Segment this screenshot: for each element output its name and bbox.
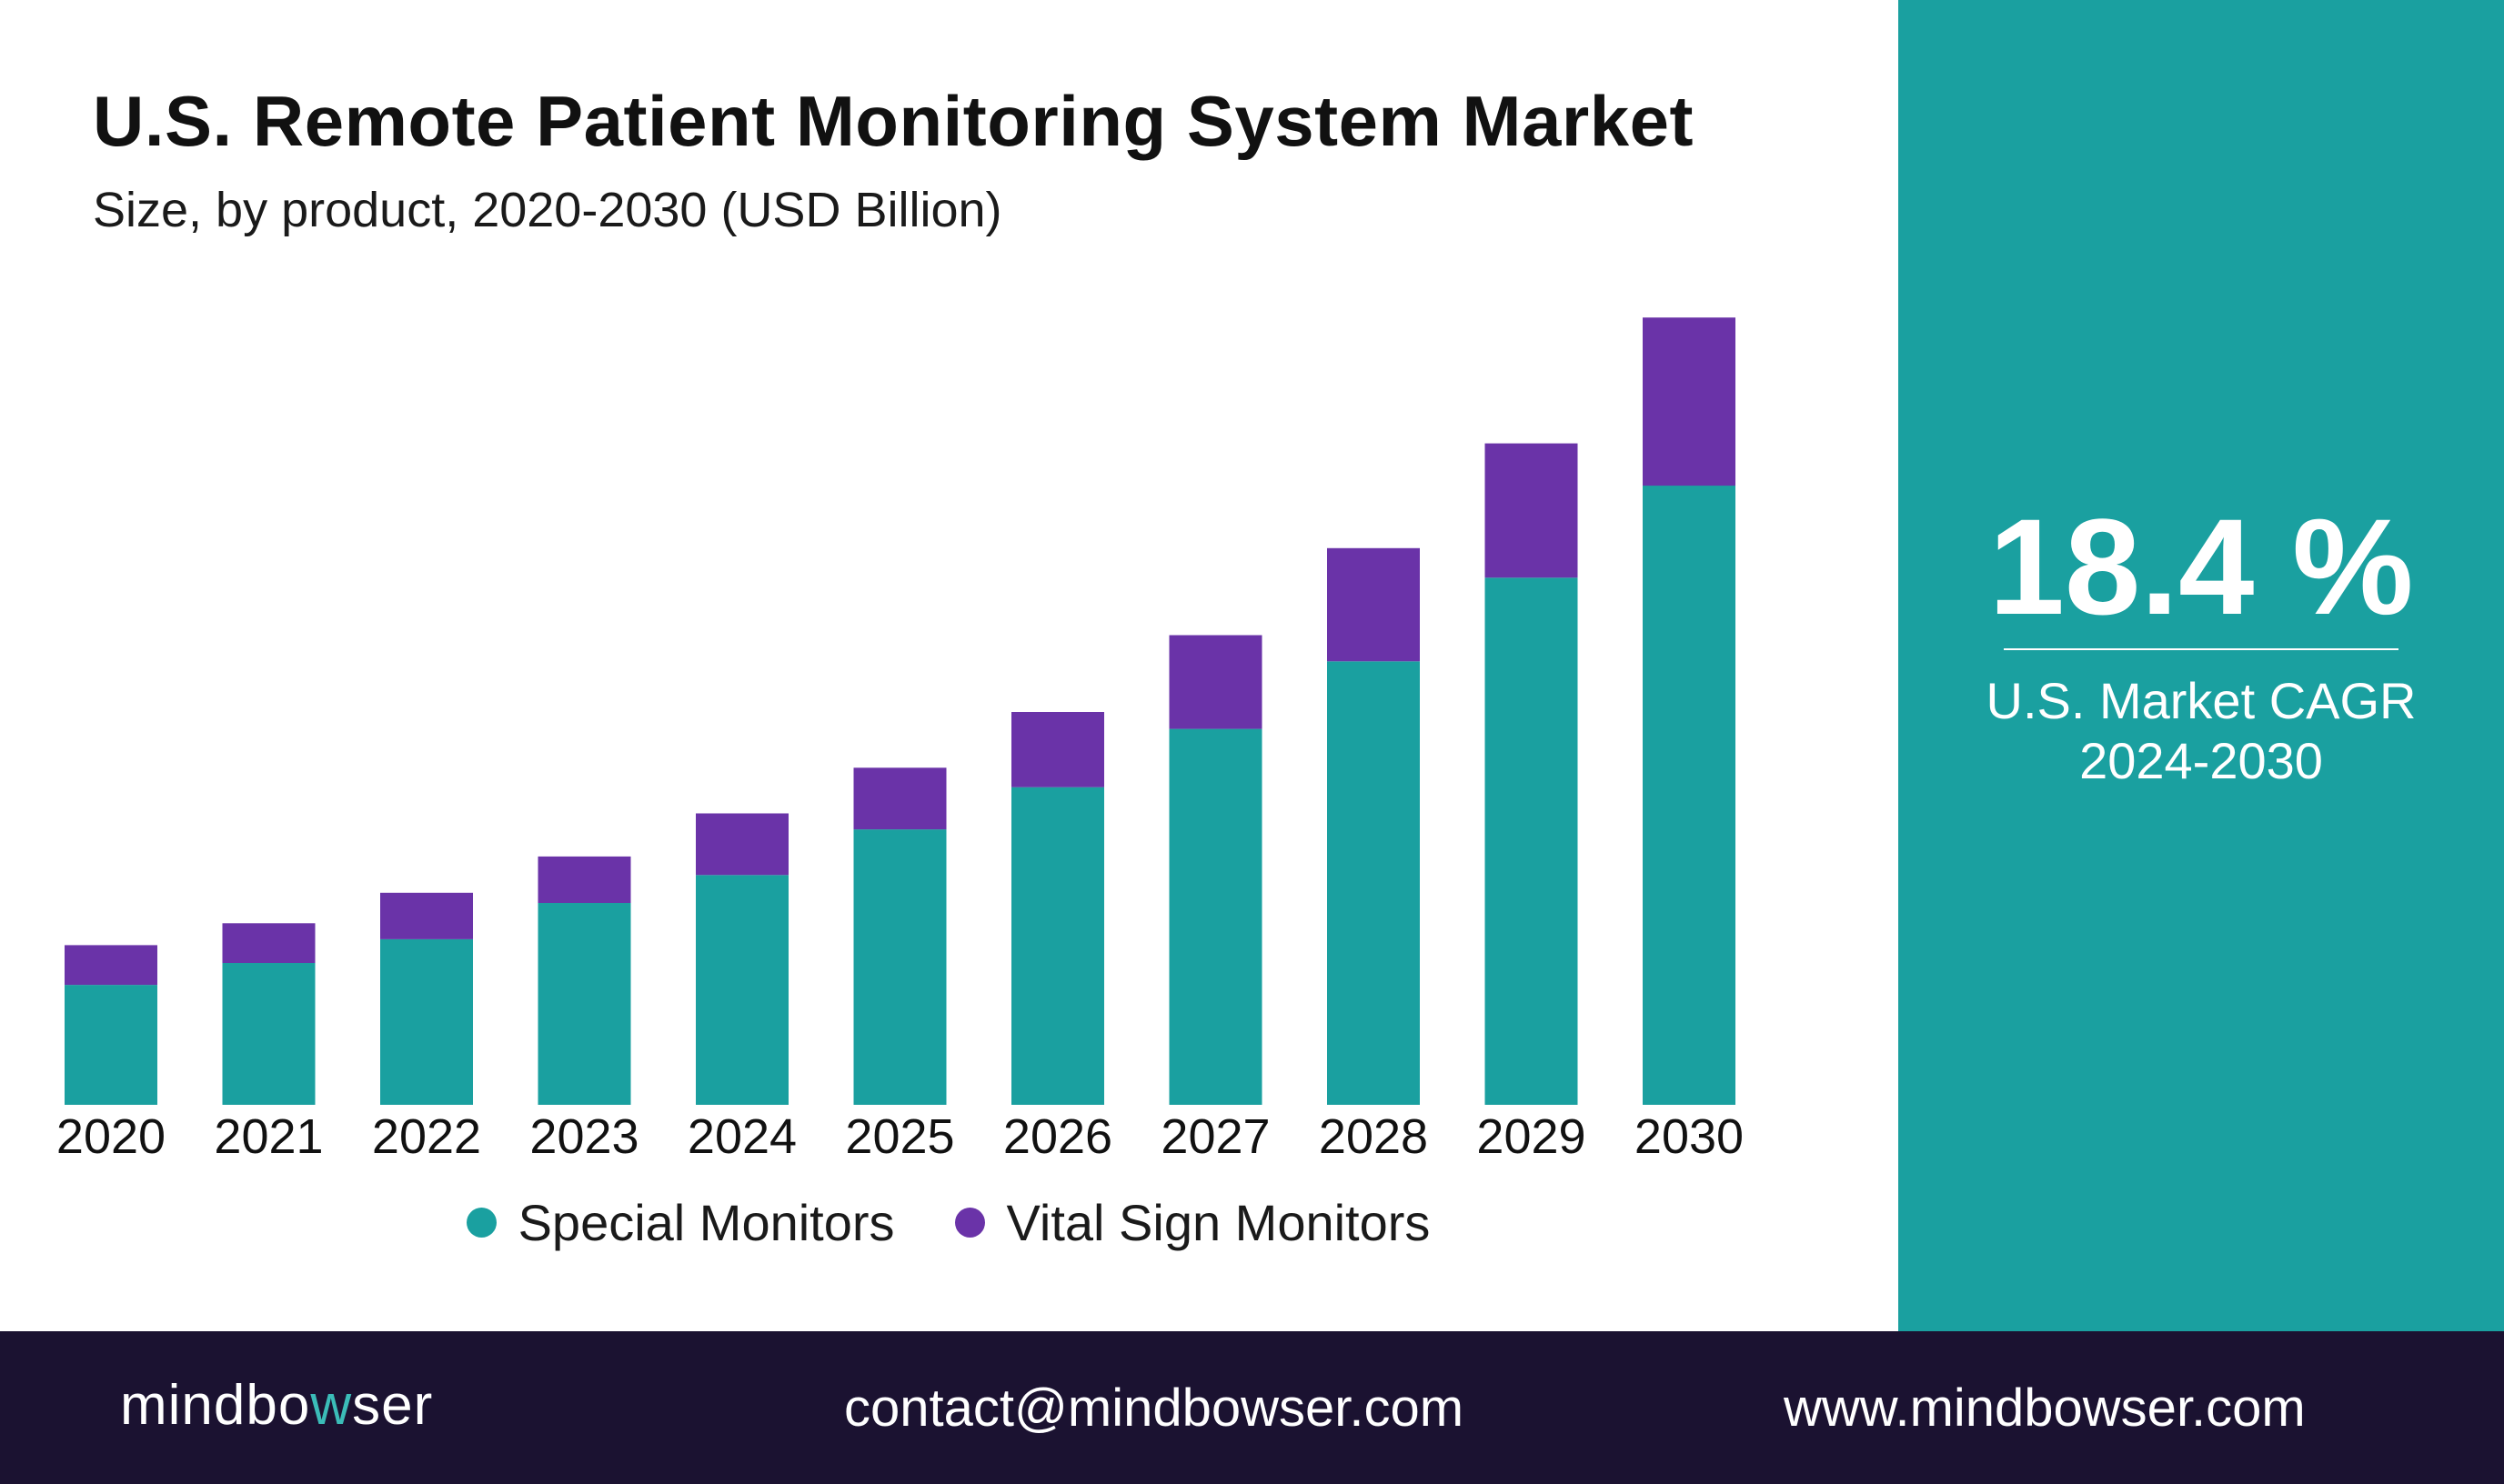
cagr-value: 18.4 %: [1988, 490, 2414, 643]
chart-subtitle: Size, by product, 2020-2030 (USD Billion…: [93, 183, 1002, 237]
website-link[interactable]: www.mindbowser.com: [1784, 1379, 2306, 1438]
bar-2025-special-monitors: [853, 829, 947, 1105]
bar-2021-special-monitors: [222, 962, 316, 1105]
bar-2028-vital-sign-monitors: [1327, 547, 1420, 662]
bar-2029-special-monitors: [1484, 577, 1578, 1105]
mindbowser-logo[interactable]: mindbowser: [120, 1373, 433, 1438]
x-tick-label: 2026: [1003, 1109, 1112, 1164]
cagr-label-line2: 2024-2030: [2079, 732, 2323, 789]
logo-text-accent: w: [310, 1374, 353, 1437]
bar-2026-special-monitors: [1011, 787, 1104, 1105]
x-tick-label: 2021: [214, 1109, 323, 1164]
bar-chart: 2020 2021 2022 2023 2024 2025 2026 2027 2028 2029…: [56, 317, 1744, 1164]
legend-item-vital-sign-monitors: Vital Sign Monitors: [954, 1193, 1431, 1252]
x-tick-label: 2025: [845, 1109, 954, 1164]
contact-email-link[interactable]: contact@mindbowser.com: [844, 1379, 1464, 1438]
x-tick-label: 2030: [1634, 1109, 1744, 1164]
cagr-label-line1: U.S. Market CAGR: [1986, 672, 2417, 729]
bar-2023-vital-sign-monitors: [538, 856, 631, 903]
x-tick-label: 2022: [372, 1109, 481, 1164]
bar-2020-vital-sign-monitors: [65, 945, 157, 986]
bar-2023-special-monitors: [538, 903, 631, 1105]
bar-2027-special-monitors: [1169, 728, 1262, 1105]
footer-bar: [0, 1331, 2504, 1484]
cagr-label: U.S. Market CAGR 2024-2030: [1898, 671, 2504, 791]
bar-2022-special-monitors: [380, 938, 473, 1105]
bar-2030-vital-sign-monitors: [1643, 317, 1735, 486]
bar-2030-special-monitors: [1643, 486, 1735, 1105]
x-tick-label: 2029: [1476, 1109, 1585, 1164]
chart-legend: Special Monitors Vital Sign Monitors: [0, 1193, 1896, 1252]
bar-2025-vital-sign-monitors: [853, 767, 947, 830]
logo-text-part1: mindbo: [120, 1374, 311, 1437]
bar-2026-vital-sign-monitors: [1011, 712, 1104, 787]
bar-2027-vital-sign-monitors: [1169, 635, 1262, 729]
x-tick-label: 2020: [56, 1109, 166, 1164]
x-tick-label: 2027: [1161, 1109, 1270, 1164]
bar-2022-vital-sign-monitors: [380, 892, 473, 939]
bar-2024-special-monitors: [696, 875, 789, 1105]
bar-2020-special-monitors: [65, 985, 157, 1105]
legend-label: Special Monitors: [518, 1194, 895, 1251]
cagr-divider: [2004, 648, 2398, 650]
x-tick-label: 2028: [1319, 1109, 1428, 1164]
legend-dot-icon: [954, 1208, 985, 1238]
bar-2024-vital-sign-monitors: [696, 813, 789, 876]
bar-2021-vital-sign-monitors: [222, 923, 316, 963]
legend-dot-icon: [466, 1208, 497, 1238]
bar-2028-special-monitors: [1327, 661, 1420, 1105]
x-tick-label: 2024: [688, 1109, 797, 1164]
cagr-panel: 18.4 % U.S. Market CAGR 2024-2030: [1898, 0, 2504, 1331]
logo-text-part2: ser: [352, 1374, 434, 1437]
legend-label: Vital Sign Monitors: [1006, 1194, 1431, 1251]
legend-item-special-monitors: Special Monitors: [466, 1193, 895, 1252]
chart-title: U.S. Remote Patient Monitoring System Ma…: [93, 81, 1694, 161]
bar-2029-vital-sign-monitors: [1484, 443, 1578, 578]
x-tick-label: 2023: [529, 1109, 639, 1164]
